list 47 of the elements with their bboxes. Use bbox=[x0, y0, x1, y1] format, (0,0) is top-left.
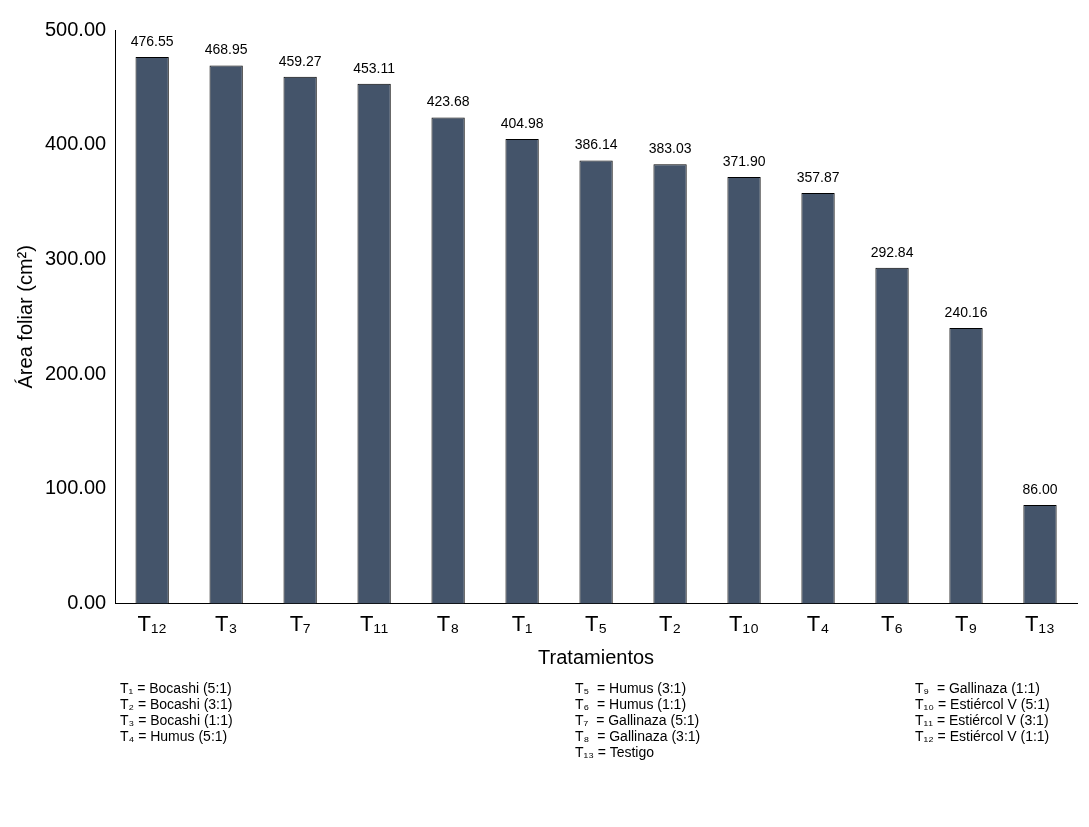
data-label: 371.90 bbox=[722, 152, 766, 169]
x-tick-label: T₆ bbox=[880, 610, 904, 636]
text: T₆ = Humus (1:1) bbox=[575, 696, 688, 712]
text: T₃ = Bocashi (1:1) bbox=[120, 712, 234, 728]
text: T₄ = Humus (5:1) bbox=[120, 728, 229, 744]
text: T₉ = Gallinaza (1:1) bbox=[915, 680, 1041, 696]
data-label: 459.27 bbox=[278, 52, 322, 69]
x-tick-label: T₁ bbox=[511, 610, 533, 636]
x-tick-label: T₂ bbox=[659, 610, 682, 636]
text: T₁₀ = Estiércol V (5:1) bbox=[915, 696, 1051, 712]
text: T₇ = Gallinaza (5:1) bbox=[575, 712, 701, 728]
x-tick-label: T₉ bbox=[954, 610, 978, 636]
x-axis-title: Tratamientos bbox=[538, 645, 655, 668]
text: T₁ = Bocashi (5:1) bbox=[120, 680, 233, 696]
data-label: 476.55 bbox=[130, 32, 174, 49]
x-tick-label: T₄ bbox=[806, 610, 830, 636]
data-label: 453.11 bbox=[353, 59, 396, 76]
data-label: 423.68 bbox=[426, 93, 470, 110]
data-label: 240.16 bbox=[944, 303, 988, 320]
x-tick-label: T₁₁ bbox=[359, 610, 389, 636]
data-label: 357.87 bbox=[796, 168, 840, 185]
text: T₂ = Bocashi (3:1) bbox=[120, 696, 234, 712]
data-label: 404.98 bbox=[500, 114, 544, 131]
text: T₅ = Humus (3:1) bbox=[575, 680, 688, 696]
x-tick-label: T₃ bbox=[214, 610, 238, 636]
x-tick-label: T₅ bbox=[584, 610, 608, 636]
y-tick-label: 200.00 bbox=[45, 361, 107, 384]
y-axis-title: Área foliar (cm²) bbox=[13, 245, 36, 389]
text: T₈ = Gallinaza (3:1) bbox=[575, 728, 702, 744]
y-tick-label: 500.00 bbox=[45, 17, 107, 40]
y-tick-label: 400.00 bbox=[45, 132, 107, 155]
x-tick-label: T₁₂ bbox=[137, 610, 167, 636]
data-label: 383.03 bbox=[648, 140, 692, 157]
text: T₁₂ = Estiércol V (1:1) bbox=[915, 728, 1051, 744]
x-tick-label: T₈ bbox=[436, 610, 460, 636]
data-label: 386.14 bbox=[574, 136, 618, 153]
data-label: 468.95 bbox=[204, 41, 248, 58]
y-tick-label: 100.00 bbox=[45, 476, 107, 499]
x-tick-label: T₁₀ bbox=[729, 610, 760, 636]
text: T₁₃ = Testigo bbox=[575, 744, 656, 760]
data-label: 292.84 bbox=[870, 243, 914, 260]
x-tick-label: T₇ bbox=[289, 610, 311, 636]
x-tick-label: T₁₃ bbox=[1025, 610, 1055, 636]
y-tick-label: 0.00 bbox=[67, 591, 107, 614]
data-label: 86.00 bbox=[1022, 480, 1058, 497]
text: T₁₁ = Estiércol V (3:1) bbox=[915, 712, 1050, 728]
y-tick-label: 300.00 bbox=[45, 246, 107, 269]
